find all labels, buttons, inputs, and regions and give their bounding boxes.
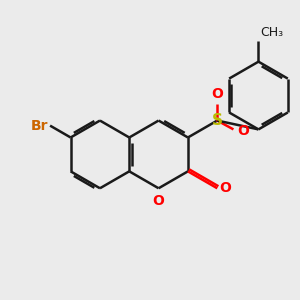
Text: CH₃: CH₃: [260, 26, 283, 39]
Text: O: O: [219, 181, 231, 195]
Text: O: O: [211, 87, 223, 101]
Text: O: O: [153, 194, 164, 208]
Text: Br: Br: [31, 118, 49, 133]
Text: O: O: [237, 124, 249, 138]
Text: S: S: [212, 113, 223, 128]
